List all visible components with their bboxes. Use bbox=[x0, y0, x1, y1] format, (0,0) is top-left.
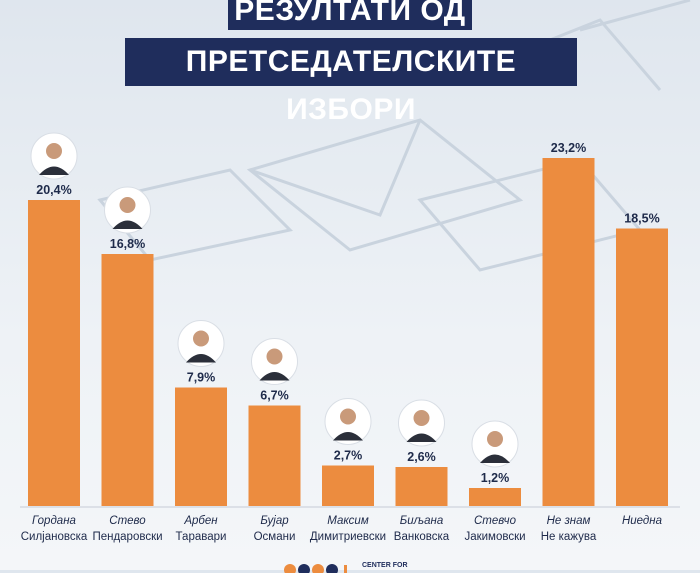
value-label: 2,7% bbox=[334, 449, 363, 463]
candidate-portrait bbox=[324, 398, 372, 445]
value-label: 6,7% bbox=[260, 389, 289, 403]
category-label-first: Стевчо bbox=[474, 515, 517, 527]
candidate-portrait bbox=[104, 186, 151, 234]
category-label-second: Пендаровски bbox=[92, 531, 162, 543]
bar bbox=[542, 158, 595, 506]
value-label: 2,6% bbox=[407, 450, 436, 464]
category-label-first: Не знам bbox=[547, 515, 591, 527]
bar bbox=[395, 467, 448, 506]
category-label-first: Максим bbox=[327, 515, 369, 527]
category-label-second: Не кажува bbox=[541, 531, 597, 543]
value-label: 18,5% bbox=[624, 212, 659, 226]
category-label-first: Гордана bbox=[32, 515, 76, 527]
bar bbox=[469, 488, 521, 506]
category-label-second: Таравари bbox=[176, 531, 227, 543]
bar bbox=[28, 200, 80, 506]
category-label-first: Бујар bbox=[260, 515, 289, 527]
candidate-portrait bbox=[251, 338, 298, 385]
category-label-second: Силјановска bbox=[21, 531, 88, 543]
value-label: 7,9% bbox=[187, 371, 216, 385]
value-label: 20,4% bbox=[36, 183, 71, 197]
category-label-first: Биљана bbox=[400, 515, 443, 527]
category-label-second: Османи bbox=[254, 531, 296, 543]
candidate-portrait bbox=[177, 320, 225, 367]
value-label: 1,2% bbox=[481, 471, 510, 485]
bar bbox=[248, 405, 301, 506]
category-label-second: Ванковска bbox=[394, 531, 450, 543]
org-name: CENTER FOR bbox=[362, 562, 408, 569]
value-label: 23,2% bbox=[551, 141, 586, 155]
bar bbox=[101, 254, 154, 506]
candidate-portrait bbox=[471, 420, 519, 468]
candidate-portrait bbox=[30, 132, 78, 180]
category-label-second: Јакимовски bbox=[464, 531, 525, 543]
value-label: 16,8% bbox=[110, 237, 145, 251]
bar bbox=[175, 387, 227, 506]
bar bbox=[616, 228, 668, 506]
category-label-second: Димитриевски bbox=[310, 531, 386, 543]
category-label-first: Ниедна bbox=[622, 515, 662, 527]
title-line-2: ПРЕТСЕДАТЕЛСКИТЕ ИЗБОРИ bbox=[125, 38, 577, 126]
bar bbox=[322, 465, 374, 506]
category-label-first: Арбен bbox=[183, 515, 218, 527]
title-line-1: РЕЗУЛТАТИ ОД bbox=[228, 0, 472, 30]
category-label-first: Стево bbox=[109, 515, 146, 527]
candidate-portrait bbox=[398, 399, 445, 447]
